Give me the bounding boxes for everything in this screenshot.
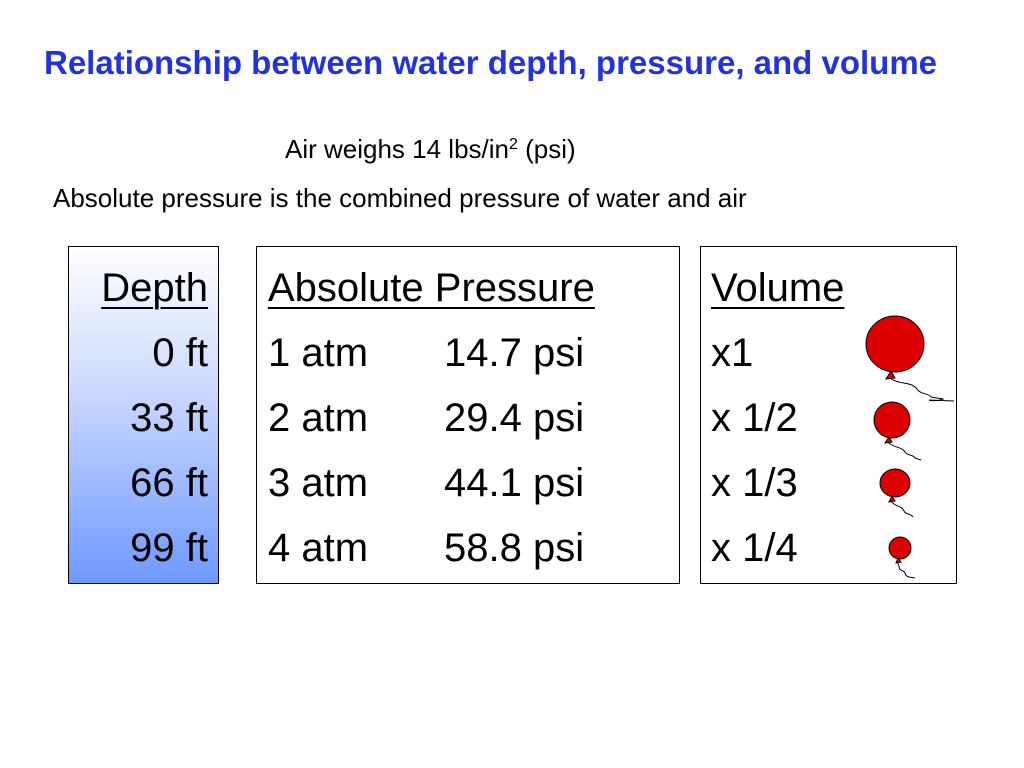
- balloon-icon: [888, 536, 916, 579]
- pressure-atm-cell: 4 atm: [268, 526, 369, 570]
- pressure-psi-cell: 29.4 psi: [444, 396, 585, 440]
- absolute-pressure-note: Absolute pressure is the combined pressu…: [53, 183, 747, 213]
- depth-cell: 0 ft: [152, 331, 208, 375]
- depth-cell: 33 ft: [130, 396, 208, 440]
- balloon-icon: [879, 468, 914, 518]
- pressure-atm-cell: 2 atm: [268, 396, 369, 440]
- balloon-icon: [865, 315, 955, 402]
- volume-header: Volume: [711, 266, 845, 310]
- balloon-icon: [873, 401, 922, 461]
- pressure-header: Absolute Pressure: [268, 266, 595, 310]
- depth-header: Depth: [101, 266, 208, 310]
- pressure-column: Absolute Pressure 1 atm 14.7 psi 2 atm 2…: [256, 246, 680, 584]
- volume-column: Volume x1 x 1/2 x 1/3 x 1/4: [700, 246, 957, 584]
- air-weight-text: Air weighs 14 lbs/in: [285, 134, 509, 164]
- depth-cell: 99 ft: [130, 526, 208, 570]
- air-weight-note: Air weighs 14 lbs/in2 (psi): [285, 130, 576, 164]
- pressure-psi-cell: 14.7 psi: [444, 331, 585, 375]
- page-title: Relationship between water depth, pressu…: [44, 44, 938, 81]
- volume-cell: x 1/2: [711, 396, 798, 440]
- depth-column: Depth 0 ft 33 ft 66 ft 99 ft: [68, 246, 219, 584]
- superscript-two: 2: [509, 136, 518, 153]
- volume-cell: x 1/3: [711, 461, 798, 505]
- air-weight-unit: (psi): [517, 134, 576, 164]
- pressure-psi-cell: 58.8 psi: [444, 526, 585, 570]
- depth-cell: 66 ft: [130, 461, 208, 505]
- volume-cell: x1: [711, 331, 754, 375]
- pressure-psi-cell: 44.1 psi: [444, 461, 585, 505]
- pressure-atm-cell: 1 atm: [268, 331, 369, 375]
- pressure-atm-cell: 3 atm: [268, 461, 369, 505]
- volume-cell: x 1/4: [711, 526, 798, 570]
